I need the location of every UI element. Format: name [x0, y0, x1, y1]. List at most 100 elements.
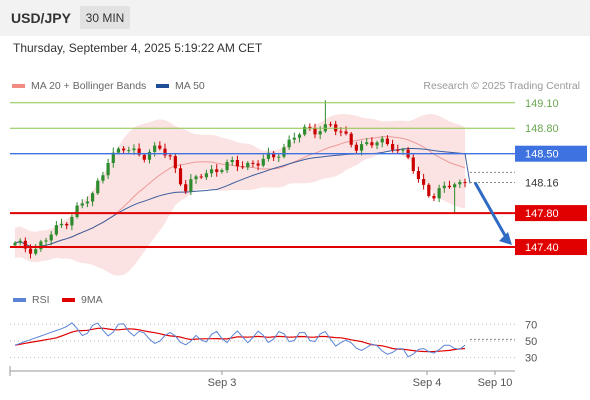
level-label: 147.40 [525, 242, 559, 254]
legend-ma50-label: MA 50 [175, 80, 205, 92]
candle-body [142, 154, 146, 160]
level-label: 148.50 [525, 149, 559, 161]
candle-body [282, 147, 286, 157]
candle-body [256, 163, 260, 166]
candle-body [90, 193, 95, 202]
candle-body [416, 171, 421, 180]
rsi-swatch [13, 298, 26, 302]
candle-body [28, 248, 33, 254]
candle-body [209, 169, 214, 174]
level-label: 147.80 [525, 208, 559, 220]
forecast-arrow [473, 181, 509, 240]
candle-body [158, 145, 162, 149]
candle-body [80, 203, 84, 206]
candle-body [59, 223, 64, 226]
candle-body [463, 182, 467, 184]
candle-body [204, 173, 208, 178]
candle-body [96, 180, 100, 194]
candle-body [390, 144, 395, 150]
candle-body [365, 142, 369, 145]
credit-text: Research © 2025 Trading Central [423, 80, 580, 92]
current-price-label: 148.16 [525, 178, 559, 190]
candle-body [220, 170, 224, 172]
candle-body [427, 184, 431, 196]
9ma-swatch [62, 298, 75, 302]
candle-body [432, 195, 436, 199]
candle-body [375, 142, 379, 146]
level-badge [515, 239, 587, 256]
ma50-line [14, 148, 471, 248]
candle-body [189, 179, 193, 192]
candle-body [437, 188, 441, 199]
candle-body [70, 216, 74, 226]
rsi-tick-label: 70 [525, 319, 537, 331]
candle-body [422, 179, 426, 185]
candle-body [147, 151, 152, 160]
candle-body [168, 155, 172, 157]
candle-body [173, 156, 177, 169]
level-label: 149.10 [525, 98, 559, 110]
bollinger-bands [15, 114, 465, 276]
legend-rsi: RSI [13, 294, 50, 306]
candle-body [23, 240, 27, 249]
candle-body [163, 148, 167, 156]
forecast-arrowhead [499, 232, 512, 246]
legend-bollinger: MA 20 + Bollinger Bands [12, 80, 146, 92]
rsi-9ma-line [14, 327, 466, 353]
candle-body [344, 131, 348, 134]
candle-body [246, 162, 250, 168]
candle-body [251, 162, 255, 164]
candle-body [318, 131, 322, 135]
candle-body [380, 138, 384, 143]
candle-body [240, 166, 245, 168]
legend-rsi-label: RSI [32, 294, 50, 306]
candle-body [458, 182, 462, 185]
candle-body [137, 148, 141, 155]
candle-body [116, 148, 121, 153]
candle-body [13, 242, 17, 246]
candle-body [111, 152, 115, 163]
legend-9ma: 9MA [62, 294, 103, 306]
candle-body [194, 176, 198, 180]
level-badge [515, 205, 587, 222]
x-tick-label: Sep 4 [413, 377, 442, 389]
candle-body [411, 157, 415, 172]
candle-body [308, 126, 312, 129]
candle-body [303, 126, 307, 135]
level-label: 148.80 [525, 123, 559, 135]
candle-body [313, 128, 317, 135]
candle-body [54, 225, 58, 235]
current-price-badge [515, 174, 587, 191]
rsi-tick-label: 30 [525, 353, 537, 365]
candle-body [230, 159, 234, 163]
x-tick-label: Sep 3 [208, 377, 237, 389]
ma50-swatch [156, 84, 169, 88]
candle-body [401, 149, 405, 151]
candle-body [266, 152, 271, 159]
candle-body [153, 145, 157, 152]
symbol-label: USD/JPY [11, 10, 71, 26]
candle-body [199, 176, 203, 178]
candle-body [447, 185, 452, 188]
candle-body [442, 185, 446, 189]
legend-ma50: MA 50 [156, 80, 205, 92]
timeframe-button[interactable]: 30 MIN [80, 6, 130, 29]
x-tick-label: Sep 10 [478, 377, 513, 389]
candle-body [287, 139, 291, 148]
candle-body [44, 240, 48, 242]
candle-body [127, 150, 131, 152]
candle-body [396, 149, 400, 151]
candle-body [339, 131, 343, 133]
candle-body [18, 240, 22, 243]
candle-body [106, 162, 110, 176]
candle-body [122, 148, 126, 151]
candle-body [453, 184, 457, 188]
level-badge [515, 145, 587, 162]
candle-body [178, 168, 183, 185]
rsi-tick-label: 50 [525, 336, 537, 348]
candle-body [277, 156, 281, 158]
bollinger-swatch [12, 84, 25, 88]
candle-body [349, 133, 353, 145]
candle-body [297, 134, 302, 138]
